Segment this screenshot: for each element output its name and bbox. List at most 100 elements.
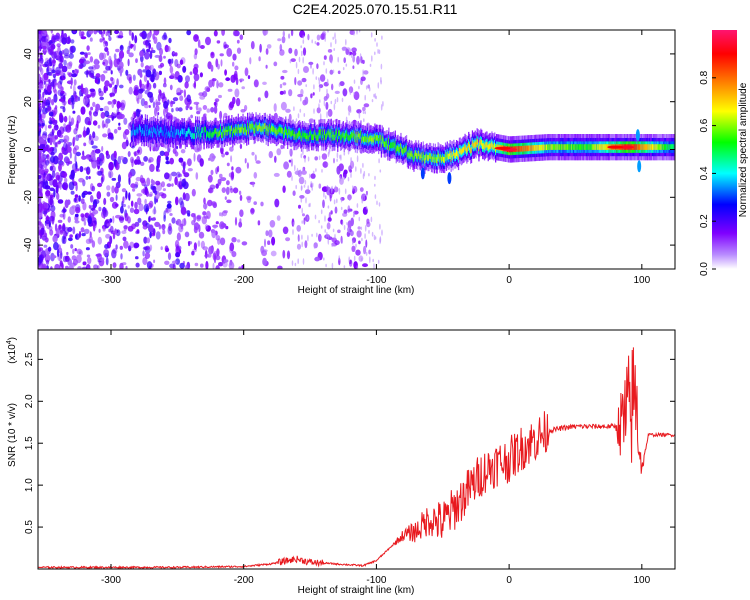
- noise-blob: [68, 115, 71, 122]
- noise-blob: [70, 169, 76, 179]
- ridge-cell: [175, 129, 177, 136]
- noise-blob: [182, 65, 187, 73]
- ridge-cell: [598, 144, 600, 150]
- noise-blob: [260, 201, 264, 207]
- noise-blob: [370, 216, 373, 223]
- ridge-cell: [181, 128, 183, 134]
- ridge-cell: [158, 131, 161, 137]
- noise-blob: [301, 170, 307, 175]
- ridge-cell: [327, 129, 330, 135]
- snr-background: [38, 330, 675, 569]
- noise-blob: [107, 132, 114, 139]
- noise-blob: [303, 113, 306, 117]
- noise-blob: [324, 195, 327, 200]
- noise-blob: [292, 221, 295, 227]
- noise-blob: [56, 43, 61, 48]
- ridge-cell: [457, 154, 460, 160]
- noise-blob: [48, 79, 51, 84]
- ridge-cell: [517, 146, 519, 152]
- noise-blob: [151, 232, 156, 237]
- noise-blob: [232, 53, 237, 61]
- ridge-cell: [180, 130, 182, 137]
- noise-blob: [158, 89, 162, 94]
- noise-blob: [54, 79, 57, 88]
- noise-blob: [325, 263, 327, 268]
- ridge-cell: [212, 132, 214, 138]
- ridge-cell: [451, 151, 453, 158]
- noise-blob: [236, 47, 242, 54]
- noise-blob: [377, 82, 380, 89]
- ridge-cell: [137, 128, 139, 135]
- noise-blob: [332, 36, 335, 40]
- ridge-cell: [391, 142, 394, 148]
- noise-blob: [331, 262, 334, 269]
- noise-blob: [355, 265, 359, 269]
- noise-blob: [297, 68, 300, 75]
- noise-blob: [72, 30, 76, 34]
- ridge-cell: [223, 130, 226, 137]
- ridge-cell: [280, 127, 282, 133]
- noise-blob: [300, 198, 303, 203]
- noise-blob: [302, 47, 307, 56]
- noise-blob: [203, 113, 207, 117]
- noise-blob: [117, 174, 121, 184]
- noise-blob: [61, 235, 65, 244]
- noise-blob: [153, 30, 160, 36]
- noise-blob: [104, 47, 109, 52]
- noise-blob: [139, 73, 143, 78]
- noise-blob: [325, 68, 328, 74]
- noise-blob: [247, 75, 251, 80]
- ridge-cell: [651, 144, 653, 150]
- ridge-cell: [585, 144, 587, 150]
- ridge-cell: [555, 144, 557, 150]
- noise-blob: [320, 235, 323, 239]
- noise-blob: [353, 91, 355, 96]
- noise-blob: [47, 63, 50, 68]
- ridge-cell: [536, 145, 539, 151]
- noise-blob: [300, 96, 302, 102]
- noise-blob: [351, 47, 357, 53]
- ridge-cell: [477, 139, 479, 146]
- noise-blob: [363, 195, 366, 201]
- noise-blob: [140, 161, 145, 166]
- noise-blob: [198, 231, 205, 239]
- noise-blob: [69, 206, 75, 216]
- ridge-cell: [207, 131, 209, 137]
- noise-blob: [376, 42, 378, 47]
- noise-blob: [97, 170, 103, 176]
- noise-blob: [122, 236, 127, 242]
- ridge-cell: [548, 144, 550, 150]
- noise-blob: [148, 200, 154, 208]
- ridge-cell: [365, 136, 367, 142]
- noise-blob: [127, 58, 130, 67]
- y-tick-label: 2.0: [24, 394, 35, 408]
- noise-blob: [103, 123, 106, 128]
- noise-blob: [86, 45, 90, 51]
- ridge-cell: [448, 153, 450, 160]
- noise-blob: [201, 215, 207, 225]
- noise-blob: [369, 63, 372, 67]
- ridge-cell: [157, 129, 160, 135]
- noise-blob: [276, 148, 282, 156]
- noise-blob: [374, 183, 376, 187]
- ridge-cell: [269, 124, 271, 130]
- ridge-cell: [221, 132, 223, 138]
- noise-blob: [238, 190, 242, 195]
- noise-blob: [230, 155, 233, 163]
- noise-blob: [337, 229, 341, 234]
- ridge-cell: [639, 144, 641, 150]
- noise-blob: [70, 190, 75, 195]
- noise-blob: [38, 152, 42, 161]
- noise-blob: [202, 211, 207, 216]
- noise-blob: [135, 94, 139, 102]
- noise-blob: [206, 210, 211, 220]
- noise-blob: [88, 30, 94, 35]
- ridge-cell: [156, 125, 159, 132]
- noise-blob: [110, 70, 113, 75]
- ridge-cell: [496, 144, 498, 150]
- noise-blob: [125, 137, 129, 145]
- noise-blob: [169, 157, 174, 165]
- noise-blob: [63, 115, 68, 123]
- noise-blob: [106, 50, 110, 56]
- noise-blob: [86, 254, 91, 258]
